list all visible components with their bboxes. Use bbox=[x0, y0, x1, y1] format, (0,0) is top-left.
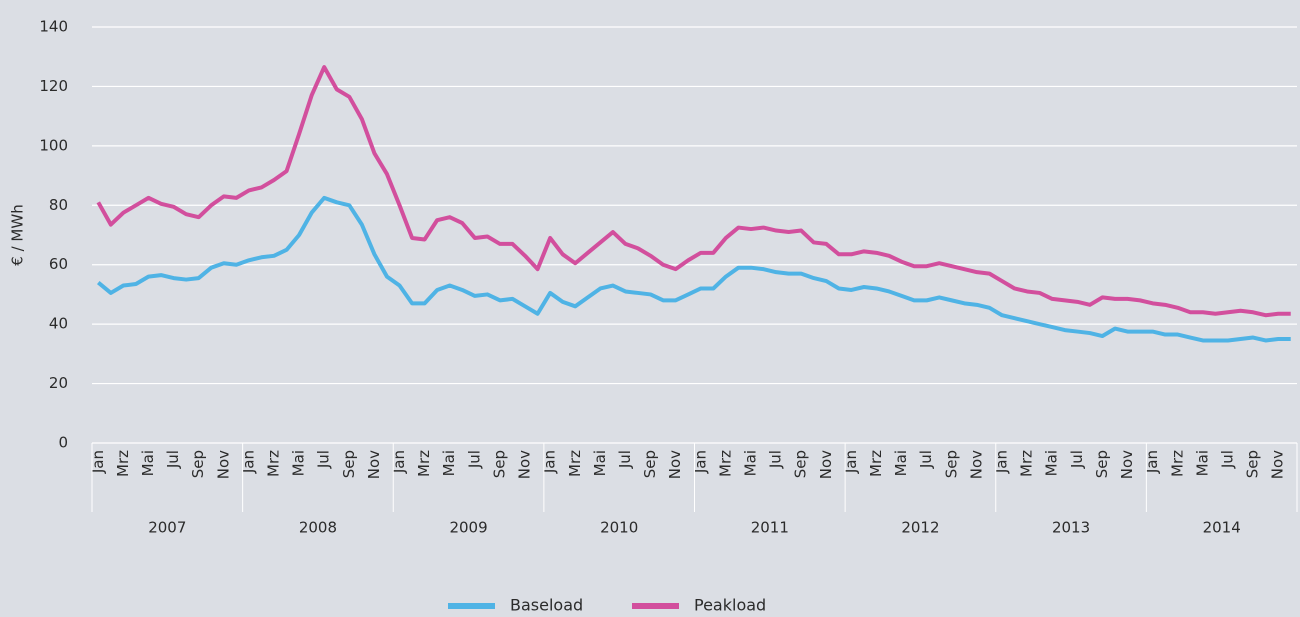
y-tick-label: 120 bbox=[39, 77, 68, 95]
x-tick-label: Nov bbox=[1269, 450, 1287, 479]
x-tick-label: Mai bbox=[1193, 450, 1211, 476]
x-tick-label: Nov bbox=[817, 450, 835, 479]
x-tick-label: Nov bbox=[967, 450, 985, 479]
group-label: 2014 bbox=[1203, 519, 1241, 537]
x-tick-label: Mrz bbox=[867, 450, 885, 477]
x-tick-label: Mai bbox=[440, 450, 458, 476]
group-label: 2013 bbox=[1052, 519, 1090, 537]
legend-label: Baseload bbox=[510, 596, 583, 615]
legend-label: Peakload bbox=[694, 596, 766, 615]
x-tick-label: Nov bbox=[516, 450, 534, 479]
x-tick-label: Sep bbox=[1244, 450, 1262, 478]
x-tick-label: Jul bbox=[767, 450, 785, 469]
x-tick-label: Jul bbox=[164, 450, 182, 469]
x-tick-label: Sep bbox=[1093, 450, 1111, 478]
x-tick-label: Jul bbox=[315, 450, 333, 469]
x-tick-label: Mrz bbox=[114, 450, 132, 477]
y-tick-label: 60 bbox=[49, 255, 68, 273]
x-tick-label: Mrz bbox=[716, 450, 734, 477]
x-tick-label: Jan bbox=[239, 450, 257, 474]
x-tick-label: Sep bbox=[792, 450, 810, 478]
y-tick-label: 0 bbox=[58, 434, 68, 452]
x-tick-label: Jul bbox=[917, 450, 935, 469]
x-tick-label: Jan bbox=[691, 450, 709, 474]
y-axis-label: € / MWh bbox=[9, 204, 27, 265]
x-tick-label: Jan bbox=[89, 450, 107, 474]
x-tick-label: Nov bbox=[214, 450, 232, 479]
x-tick-label: Sep bbox=[641, 450, 659, 478]
y-tick-label: 20 bbox=[49, 374, 68, 392]
x-tick-label: Nov bbox=[666, 450, 684, 479]
y-tick-label: 80 bbox=[49, 196, 68, 214]
group-label: 2012 bbox=[901, 519, 939, 537]
x-tick-label: Mrz bbox=[1168, 450, 1186, 477]
x-tick-label: Jul bbox=[1068, 450, 1086, 469]
x-tick-label: Mrz bbox=[1018, 450, 1036, 477]
y-tick-label: 140 bbox=[39, 18, 68, 36]
x-tick-label: Sep bbox=[340, 450, 358, 478]
x-tick-label: Nov bbox=[365, 450, 383, 479]
x-tick-label: Jan bbox=[842, 450, 860, 474]
y-tick-label: 100 bbox=[39, 136, 68, 154]
x-tick-label: Jul bbox=[1218, 450, 1236, 469]
series-line bbox=[97, 195, 1291, 343]
group-label: 2009 bbox=[449, 519, 487, 537]
x-tick-label: Jan bbox=[541, 450, 559, 474]
x-tick-label: Jul bbox=[465, 450, 483, 469]
x-tick-label: Mai bbox=[290, 450, 308, 476]
x-tick-label: Mrz bbox=[566, 450, 584, 477]
x-tick-label: Jan bbox=[390, 450, 408, 474]
x-tick-label: Mrz bbox=[265, 450, 283, 477]
x-tick-label: Sep bbox=[490, 450, 508, 478]
x-tick-label: Mai bbox=[741, 450, 759, 476]
x-tick-label: Jan bbox=[993, 450, 1011, 474]
x-tick-label: Mai bbox=[139, 450, 157, 476]
group-label: 2010 bbox=[600, 519, 638, 537]
x-tick-label: Mai bbox=[1043, 450, 1061, 476]
x-tick-label: Mrz bbox=[415, 450, 433, 477]
x-tick-label: Jul bbox=[616, 450, 634, 469]
group-label: 2008 bbox=[299, 519, 337, 537]
x-tick-label: Jan bbox=[1143, 450, 1161, 474]
x-tick-label: Sep bbox=[942, 450, 960, 478]
x-tick-label: Nov bbox=[1118, 450, 1136, 479]
series-line bbox=[96, 65, 1291, 318]
group-label: 2011 bbox=[751, 519, 789, 537]
x-tick-label: Sep bbox=[189, 450, 207, 478]
x-tick-label: Mai bbox=[892, 450, 910, 476]
group-label: 2007 bbox=[148, 519, 186, 537]
x-tick-label: Mai bbox=[591, 450, 609, 476]
y-tick-label: 40 bbox=[49, 315, 68, 333]
